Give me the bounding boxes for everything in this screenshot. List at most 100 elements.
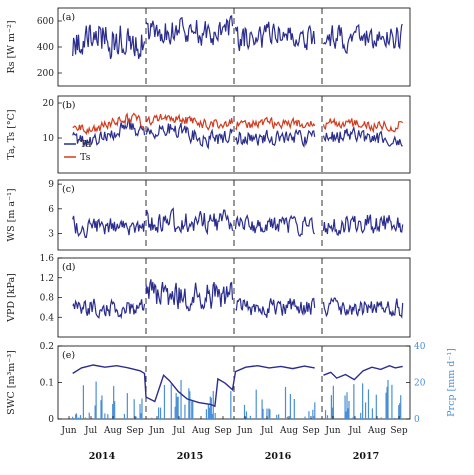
y-tick-label: 1.6 xyxy=(40,254,55,264)
x-tick-label: Sep xyxy=(214,426,231,436)
x-tick-label: Sep xyxy=(126,426,143,436)
series-line-value xyxy=(322,23,403,55)
y-right-tick-label: 0 xyxy=(414,415,420,425)
precip-bar xyxy=(208,407,210,419)
precip-bar xyxy=(324,410,327,419)
x-tick-label: Jul xyxy=(348,426,361,436)
y-tick-label: 0.1 xyxy=(40,379,54,389)
precip-bar xyxy=(75,413,78,419)
precip-bar xyxy=(180,379,182,419)
panel-letter: (b) xyxy=(62,100,76,111)
precip-bar xyxy=(394,417,396,419)
precip-bar xyxy=(139,404,141,419)
precip-bar xyxy=(387,380,389,419)
precip-bar xyxy=(192,401,194,419)
precip-bar xyxy=(123,413,126,419)
y-tick-label: 0.4 xyxy=(40,313,55,323)
year-label: 2017 xyxy=(353,451,379,462)
precip-bar xyxy=(380,417,382,419)
precip-bar xyxy=(246,417,249,419)
precip-bar xyxy=(360,412,362,419)
series-line-value xyxy=(322,214,404,237)
precip-bar xyxy=(278,414,280,419)
y-axis-label: Rs [W m⁻²] xyxy=(6,20,17,73)
precip-bar xyxy=(94,405,96,419)
precip-bar xyxy=(326,415,329,419)
panel-e: 0 0.1 0.2 SWC [m³m⁻³] (e) 0 20 40 Prcp [mm d⁻¹] xyxy=(6,342,457,425)
x-tick-label: Aug xyxy=(191,426,210,436)
precip-bar xyxy=(266,408,268,419)
precip-bar xyxy=(268,408,270,419)
series-line-value xyxy=(145,14,234,46)
y-axis-label: VPD [kPa] xyxy=(6,273,17,323)
precip-bar xyxy=(74,414,77,419)
year-label: 2015 xyxy=(177,451,203,462)
series-line-ts xyxy=(72,112,145,136)
precip-bar xyxy=(367,389,370,419)
y-tick-label: 200 xyxy=(37,69,54,79)
precip-bar xyxy=(113,386,115,419)
precip-bar xyxy=(331,407,333,419)
x-axis: Jun Jul Aug Sep Jun Jul Aug Sep Jun Jul Aug Sep Jun J… xyxy=(60,416,408,462)
x-tick-label: Jun xyxy=(236,426,252,436)
series-line-value xyxy=(72,24,146,60)
legend-label-ts: Ts xyxy=(80,152,91,163)
x-tick-label: Jul xyxy=(84,426,97,436)
y-tick-label: 6 xyxy=(48,205,54,215)
precip-bar xyxy=(353,384,355,419)
precip-bar xyxy=(276,414,278,419)
precip-bar xyxy=(330,395,332,419)
precip-bar xyxy=(364,402,367,419)
series-line-ts xyxy=(235,116,316,131)
precip-bar xyxy=(348,400,350,419)
panel-data xyxy=(72,279,404,320)
precip-bar xyxy=(243,404,246,419)
series-line-swc xyxy=(72,364,315,408)
precip-bar xyxy=(289,394,291,419)
precip-bar xyxy=(157,407,160,419)
precip-bar xyxy=(107,414,109,419)
x-tick-label: Sep xyxy=(390,426,407,436)
series-line-swc xyxy=(323,364,403,381)
panel-d: 0.4 0.8 1.2 1.6 VPD [kPa] (d) xyxy=(6,254,411,338)
series-line-value xyxy=(145,207,234,236)
x-tick-label: Jun xyxy=(324,426,340,436)
precip-bar xyxy=(151,417,153,419)
precip-bar xyxy=(261,399,263,419)
precip-bar xyxy=(385,392,387,419)
panel-data xyxy=(72,112,404,150)
precip-bar xyxy=(101,395,103,419)
series-line-ta xyxy=(322,125,403,147)
precip-bar xyxy=(170,384,172,419)
panel-letter: (e) xyxy=(62,350,75,361)
y-axis-label: WS [m a⁻¹] xyxy=(6,188,17,241)
precip-bar xyxy=(312,409,314,419)
precip-bar xyxy=(191,401,193,419)
precip-bar xyxy=(177,396,179,419)
x-tick-label: Aug xyxy=(279,426,298,436)
precip-bar xyxy=(313,416,315,419)
precip-bar xyxy=(352,417,354,419)
y-tick-label: 1.2 xyxy=(40,274,54,284)
series-line-ta xyxy=(72,117,146,147)
precip-bar xyxy=(245,411,248,419)
legend-label-ta: Ta xyxy=(80,139,92,150)
x-tick-label: Jul xyxy=(260,426,273,436)
y-tick-label: 400 xyxy=(37,43,54,53)
y-axis-label: Ta, Ts [°C] xyxy=(6,109,17,159)
precip-bar xyxy=(82,385,85,419)
panel-letter: (c) xyxy=(62,184,75,195)
precip-bar xyxy=(184,404,186,419)
precip-bar xyxy=(95,381,97,419)
precip-bar xyxy=(284,386,287,419)
precip-bar xyxy=(398,405,400,419)
x-tick-label: Jun xyxy=(60,426,76,436)
precip-bar xyxy=(391,384,393,419)
panel-data xyxy=(72,207,404,238)
y-tick-label: 0.2 xyxy=(40,342,54,352)
precip-bar xyxy=(100,400,102,419)
panel-letter: (a) xyxy=(62,12,75,23)
precip-bar xyxy=(88,412,90,419)
